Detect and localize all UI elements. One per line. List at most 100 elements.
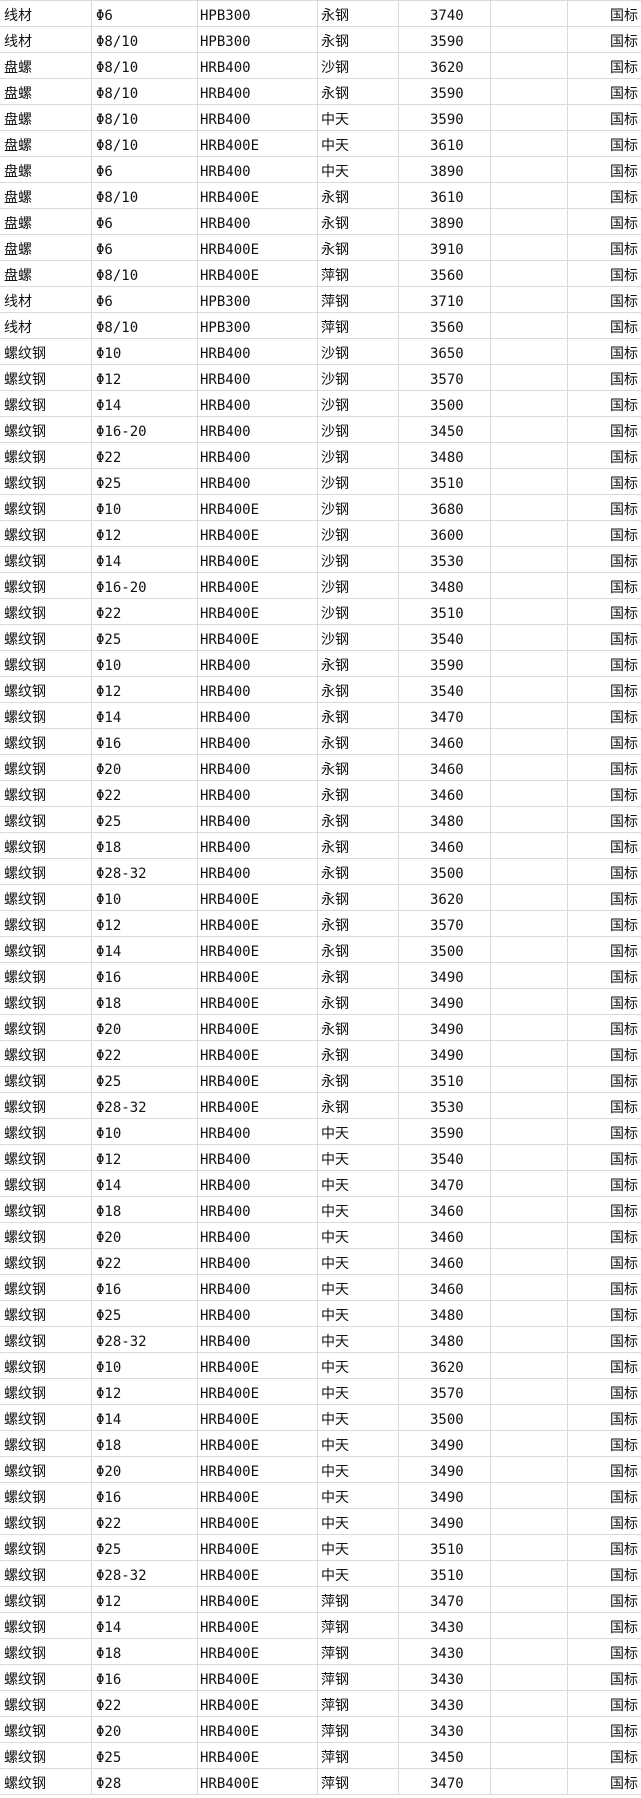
empty-cell[interactable] xyxy=(491,937,568,962)
mill-cell[interactable]: 沙钢 xyxy=(318,599,399,624)
price-cell[interactable]: 3480 xyxy=(399,807,491,832)
mill-cell[interactable]: 沙钢 xyxy=(318,547,399,572)
spec-cell[interactable]: Φ6 xyxy=(92,209,198,234)
spec-cell[interactable]: Φ22 xyxy=(92,781,198,806)
price-cell[interactable]: 3570 xyxy=(399,1379,491,1404)
product-name-cell[interactable]: 螺纹钢 xyxy=(0,1613,92,1638)
empty-cell[interactable] xyxy=(491,833,568,858)
grade-cell[interactable]: HRB400 xyxy=(198,781,318,806)
mill-cell[interactable]: 永钢 xyxy=(318,963,399,988)
standard-cell[interactable]: 国标 xyxy=(610,658,638,674)
grade-cell[interactable]: HRB400E xyxy=(198,235,318,260)
product-name-cell[interactable]: 螺纹钢 xyxy=(0,573,92,598)
price-cell[interactable]: 3590 xyxy=(399,79,491,104)
standard-cell[interactable]: 国标 xyxy=(610,1698,638,1714)
grade-cell[interactable]: HRB400E xyxy=(198,1067,318,1092)
empty-cell[interactable] xyxy=(491,1145,568,1170)
grade-cell[interactable]: HRB400 xyxy=(198,1119,318,1144)
spec-cell[interactable]: Φ14 xyxy=(92,1613,198,1638)
grade-cell[interactable]: HRB400E xyxy=(198,573,318,598)
mill-cell[interactable]: 沙钢 xyxy=(318,365,399,390)
mill-cell[interactable]: 永钢 xyxy=(318,807,399,832)
mill-cell[interactable]: 中天 xyxy=(318,1223,399,1248)
mill-cell[interactable]: 永钢 xyxy=(318,651,399,676)
empty-cell[interactable] xyxy=(491,521,568,546)
mill-cell[interactable]: 萍钢 xyxy=(318,1743,399,1768)
product-name-cell[interactable]: 螺纹钢 xyxy=(0,443,92,468)
standard-cell[interactable]: 国标 xyxy=(610,1360,638,1376)
product-name-cell[interactable]: 螺纹钢 xyxy=(0,781,92,806)
grade-cell[interactable]: HRB400E xyxy=(198,1613,318,1638)
spec-cell[interactable]: Φ8/10 xyxy=(92,79,198,104)
standard-cell[interactable]: 国标 xyxy=(610,1100,638,1116)
empty-cell[interactable] xyxy=(491,1015,568,1040)
price-cell[interactable]: 3890 xyxy=(399,157,491,182)
mill-cell[interactable]: 永钢 xyxy=(318,885,399,910)
product-name-cell[interactable]: 螺纹钢 xyxy=(0,755,92,780)
product-name-cell[interactable]: 螺纹钢 xyxy=(0,1093,92,1118)
price-cell[interactable]: 3540 xyxy=(399,625,491,650)
spec-cell[interactable]: Φ16 xyxy=(92,1275,198,1300)
price-cell[interactable]: 3600 xyxy=(399,521,491,546)
mill-cell[interactable]: 中天 xyxy=(318,1483,399,1508)
grade-cell[interactable]: HRB400 xyxy=(198,729,318,754)
empty-cell[interactable] xyxy=(491,677,568,702)
spec-cell[interactable]: Φ16 xyxy=(92,729,198,754)
spec-cell[interactable]: Φ14 xyxy=(92,937,198,962)
product-name-cell[interactable]: 螺纹钢 xyxy=(0,911,92,936)
product-name-cell[interactable]: 螺纹钢 xyxy=(0,1639,92,1664)
spec-cell[interactable]: Φ25 xyxy=(92,1743,198,1768)
price-cell[interactable]: 3590 xyxy=(399,1119,491,1144)
mill-cell[interactable]: 萍钢 xyxy=(318,1587,399,1612)
spec-cell[interactable]: Φ22 xyxy=(92,1509,198,1534)
grade-cell[interactable]: HRB400 xyxy=(198,391,318,416)
empty-cell[interactable] xyxy=(491,417,568,442)
empty-cell[interactable] xyxy=(491,1769,568,1794)
spec-cell[interactable]: Φ8/10 xyxy=(92,27,198,52)
product-name-cell[interactable]: 螺纹钢 xyxy=(0,1327,92,1352)
grade-cell[interactable]: HRB400E xyxy=(198,937,318,962)
spec-cell[interactable]: Φ25 xyxy=(92,469,198,494)
product-name-cell[interactable]: 盘螺 xyxy=(0,183,92,208)
empty-cell[interactable] xyxy=(491,79,568,104)
price-cell[interactable]: 3680 xyxy=(399,495,491,520)
spec-cell[interactable]: Φ12 xyxy=(92,1587,198,1612)
empty-cell[interactable] xyxy=(491,1665,568,1690)
mill-cell[interactable]: 萍钢 xyxy=(318,1691,399,1716)
standard-cell[interactable]: 国标 xyxy=(610,1074,638,1090)
price-cell[interactable]: 3480 xyxy=(399,573,491,598)
price-cell[interactable]: 3460 xyxy=(399,781,491,806)
empty-cell[interactable] xyxy=(491,1197,568,1222)
product-name-cell[interactable]: 螺纹钢 xyxy=(0,469,92,494)
spec-cell[interactable]: Φ14 xyxy=(92,547,198,572)
empty-cell[interactable] xyxy=(491,963,568,988)
standard-cell[interactable]: 国标 xyxy=(610,112,638,128)
empty-cell[interactable] xyxy=(491,1119,568,1144)
standard-cell[interactable]: 国标 xyxy=(610,372,638,388)
mill-cell[interactable]: 中天 xyxy=(318,1405,399,1430)
empty-cell[interactable] xyxy=(491,1405,568,1430)
spec-cell[interactable]: Φ12 xyxy=(92,677,198,702)
spec-cell[interactable]: Φ18 xyxy=(92,1197,198,1222)
mill-cell[interactable]: 中天 xyxy=(318,1353,399,1378)
empty-cell[interactable] xyxy=(491,1431,568,1456)
product-name-cell[interactable]: 螺纹钢 xyxy=(0,703,92,728)
standard-cell[interactable]: 国标 xyxy=(610,1776,638,1792)
price-cell[interactable]: 3480 xyxy=(399,443,491,468)
spec-cell[interactable]: Φ10 xyxy=(92,651,198,676)
mill-cell[interactable]: 沙钢 xyxy=(318,521,399,546)
product-name-cell[interactable]: 螺纹钢 xyxy=(0,1249,92,1274)
empty-cell[interactable] xyxy=(491,1275,568,1300)
grade-cell[interactable]: HRB400E xyxy=(198,1509,318,1534)
product-name-cell[interactable]: 螺纹钢 xyxy=(0,1067,92,1092)
standard-cell[interactable]: 国标 xyxy=(610,450,638,466)
product-name-cell[interactable]: 螺纹钢 xyxy=(0,1041,92,1066)
grade-cell[interactable]: HRB400 xyxy=(198,105,318,130)
standard-cell[interactable]: 国标 xyxy=(610,502,638,518)
price-cell[interactable]: 3650 xyxy=(399,339,491,364)
mill-cell[interactable]: 萍钢 xyxy=(318,287,399,312)
grade-cell[interactable]: HRB400E xyxy=(198,625,318,650)
product-name-cell[interactable]: 盘螺 xyxy=(0,53,92,78)
standard-cell[interactable]: 国标 xyxy=(610,944,638,960)
spec-cell[interactable]: Φ18 xyxy=(92,1431,198,1456)
